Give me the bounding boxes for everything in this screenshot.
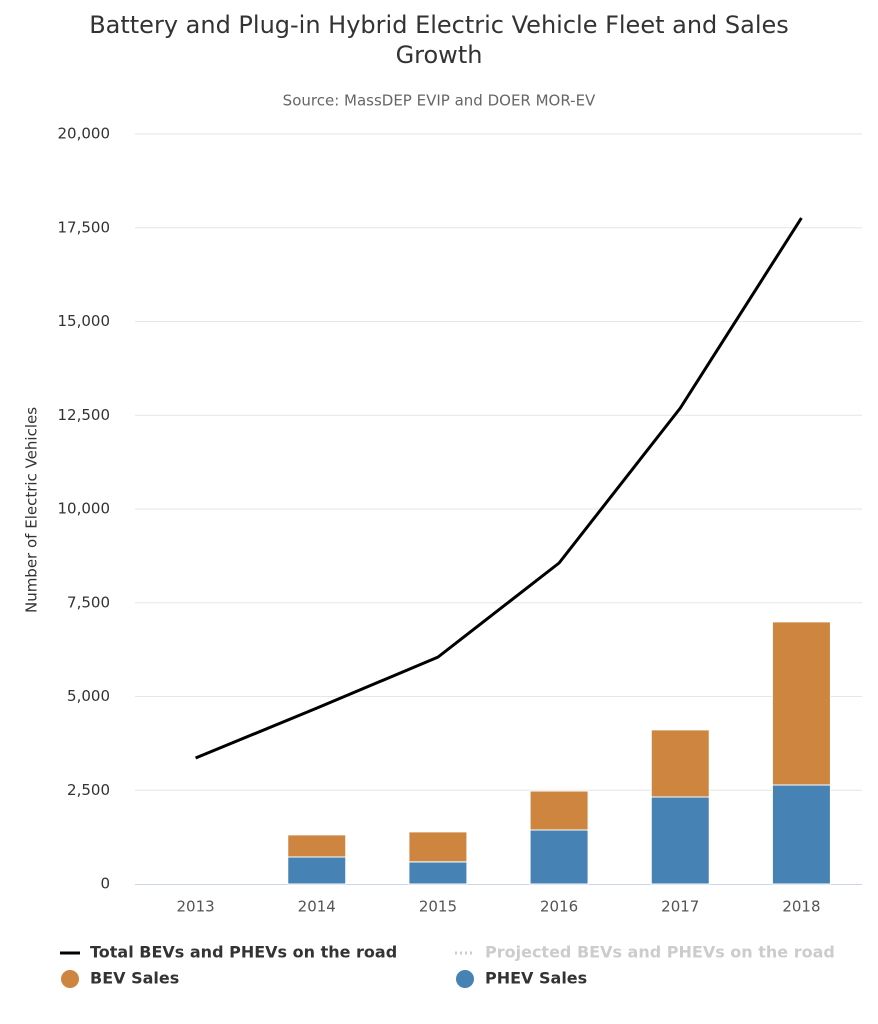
y-tick-label: 10,000 [58, 500, 111, 518]
bar-segment [287, 856, 347, 885]
chart-subtitle: Source: MassDEP EVIP and DOER MOR-EV [283, 92, 596, 110]
y-tick-label: 15,000 [58, 312, 111, 330]
bar-segment [650, 796, 710, 885]
chart-title: Battery and Plug-in Hybrid Electric Vehi… [89, 11, 789, 69]
legend-label: PHEV Sales [485, 969, 587, 988]
line [195, 217, 803, 760]
bar-segment [287, 834, 347, 858]
y-tick-label: 5,000 [67, 687, 110, 705]
y-tick-label: 2,500 [67, 781, 110, 799]
bar-segment [650, 729, 710, 798]
y-tick-label: 12,500 [58, 406, 111, 424]
legend-symbol [61, 970, 79, 988]
x-tick-label: 2013 [176, 898, 214, 916]
bar-segment [771, 621, 831, 786]
y-tick-label: 7,500 [67, 593, 110, 611]
x-tick-label: 2017 [661, 898, 699, 916]
legend-label: BEV Sales [90, 969, 179, 988]
x-tick-label: 2018 [782, 898, 820, 916]
legend-label: Total BEVs and PHEVs on the road [90, 943, 397, 962]
bar-segment [771, 784, 831, 885]
bar-segment [408, 831, 468, 863]
bar-segment [408, 861, 468, 885]
legend-label: Projected BEVs and PHEVs on the road [485, 943, 835, 962]
x-tick-label: 2016 [540, 898, 578, 916]
y-tick-label: 0 [100, 875, 110, 893]
x-tick-label: 2014 [298, 898, 336, 916]
y-tick-label: 17,500 [58, 218, 111, 236]
x-tick-label: 2015 [419, 898, 457, 916]
y-axis-label: Number of Electric Vehicles [23, 407, 41, 613]
y-tick-label: 20,000 [58, 125, 111, 143]
bar-segment [529, 790, 589, 831]
bar-segment [529, 829, 589, 885]
legend-symbol [456, 970, 474, 988]
